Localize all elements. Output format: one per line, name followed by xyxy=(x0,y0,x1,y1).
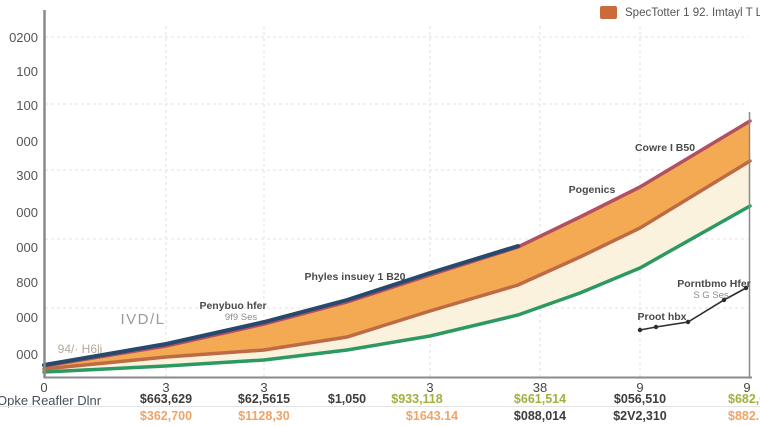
table-row2-value: $1643.14 xyxy=(405,409,459,423)
table-row2-value: $088,014 xyxy=(513,409,567,423)
legend-label: SpecTotter 1 92. Imtayl T L80 xyxy=(625,6,760,19)
annotation-pogenics: Pogenics xyxy=(568,184,616,196)
x-tick-label: 0 xyxy=(40,380,48,395)
table-row1-value: $1,050 xyxy=(327,392,367,406)
watermark-text: IVD/L xyxy=(120,311,166,328)
table-row1-value: $933,118 xyxy=(391,392,443,406)
table-row-divider xyxy=(0,406,760,407)
x-tick-label: 9 xyxy=(743,380,751,395)
y-tick-label: 000 xyxy=(16,310,38,325)
x-tick-label: 3 xyxy=(162,380,170,395)
y-tick-label: 800 xyxy=(16,275,38,290)
mini-line-marker xyxy=(685,319,691,325)
x-tick-label: 3 xyxy=(426,380,434,395)
x-tick-label: 3 xyxy=(260,380,268,395)
series-line-brown xyxy=(42,159,752,371)
y-tick-label: 000 xyxy=(16,240,38,255)
legend-swatch-icon xyxy=(600,6,617,19)
y-tick-label: 000 xyxy=(16,134,38,149)
table-row1-value: $62,5615 xyxy=(237,392,291,406)
table-row1-value: $661,514 xyxy=(513,392,567,406)
mini-line-marker xyxy=(721,297,727,303)
legend-item[interactable]: SpecTotter 1 92. Imtayl T L80 xyxy=(600,6,760,19)
mini-line-marker xyxy=(653,324,659,330)
table-row1-value: $056,510 xyxy=(613,392,667,406)
table-row2-value: $1128,30 xyxy=(238,409,290,423)
table-row2-value: $2V2,310 xyxy=(613,409,667,423)
mini-line-markers xyxy=(637,285,749,333)
x-tick-label: 9 xyxy=(636,380,644,395)
area-orange-band xyxy=(44,121,750,369)
annotation-proot: Proot hbx xyxy=(637,311,687,323)
table-row-label: Opke Reafler Dlnr xyxy=(0,393,102,408)
table-row2-value: $362,700 xyxy=(139,409,193,423)
mini-line-marker xyxy=(743,285,749,291)
annotation-cowre: Cowre I B50 xyxy=(634,142,696,154)
y-tick-label: 000 xyxy=(16,205,38,220)
annotation-porntbmo: Porntbmo Hfer xyxy=(677,278,751,290)
annotation-phyles: Phyles insuey 1 B20 xyxy=(304,271,406,283)
annotation-porntbmo-sub: S G Ses xyxy=(693,290,729,301)
table-row1-value: $682,02 xyxy=(728,392,760,406)
annotation-penybuo-sub: 9f9 Ses xyxy=(224,312,258,323)
annotation-penybuo: Penybuo hfer xyxy=(199,300,267,312)
table-row2-value: $882.70 xyxy=(728,409,760,423)
mini-trend-line xyxy=(637,285,749,333)
watermark-text-2: 94/· H6li xyxy=(57,342,103,356)
table-row1-value: $663,629 xyxy=(139,392,193,406)
axes xyxy=(43,10,752,379)
y-tick-label: 300 xyxy=(16,168,38,183)
area-cream-band xyxy=(44,161,750,372)
x-tick-label: 38 xyxy=(532,380,548,395)
y-tick-label: 100 xyxy=(16,98,38,113)
mini-line-marker xyxy=(637,327,643,333)
y-tick-label: 000 xyxy=(16,347,38,362)
y-tick-label: 0200 xyxy=(9,30,38,45)
series-line-navy xyxy=(42,244,520,367)
series-line-green xyxy=(42,204,752,374)
y-tick-label: 100 xyxy=(16,64,38,79)
